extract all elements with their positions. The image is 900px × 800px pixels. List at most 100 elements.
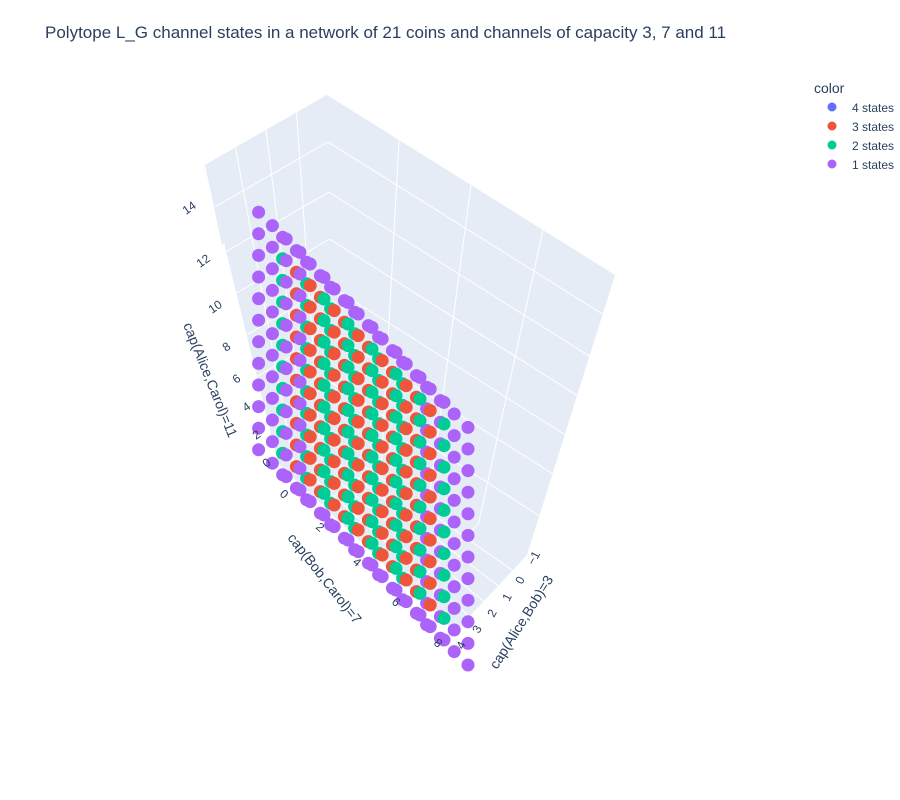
data-point	[375, 570, 389, 584]
data-point	[365, 536, 379, 550]
data-point	[447, 580, 461, 594]
data-point	[303, 451, 317, 465]
data-point	[413, 457, 427, 471]
data-point	[413, 586, 427, 600]
z-axis-title: cap(Alice,Carol)=11	[180, 320, 241, 440]
data-point	[447, 623, 461, 637]
data-point	[375, 354, 389, 368]
data-point	[461, 528, 475, 542]
data-point	[279, 383, 293, 397]
data-point	[423, 555, 437, 569]
data-point	[317, 314, 331, 328]
data-point	[327, 476, 341, 490]
data-point	[437, 417, 451, 431]
data-point	[375, 505, 389, 519]
data-point	[399, 508, 413, 522]
data-point	[317, 292, 331, 306]
data-point	[341, 403, 355, 417]
data-point	[365, 342, 379, 356]
data-point	[341, 490, 355, 504]
data-point	[375, 462, 389, 476]
data-point	[252, 292, 266, 306]
data-point	[447, 450, 461, 464]
data-point	[327, 520, 341, 534]
data-point	[317, 486, 331, 500]
data-point	[252, 313, 266, 327]
data-point	[461, 550, 475, 564]
data-point	[399, 530, 413, 544]
x-tick-label: 3	[469, 623, 485, 636]
data-point	[252, 400, 266, 414]
data-point	[293, 375, 307, 389]
data-point	[365, 428, 379, 442]
data-point	[293, 289, 307, 303]
data-point	[461, 572, 475, 586]
data-point	[365, 385, 379, 399]
data-point	[279, 470, 293, 484]
legend-item-3-states[interactable]: 3 states	[827, 120, 895, 134]
data-point	[399, 573, 413, 587]
data-point	[461, 658, 475, 672]
data-point	[423, 620, 437, 634]
data-point	[423, 533, 437, 547]
data-point	[365, 450, 379, 464]
data-point	[293, 418, 307, 432]
data-point	[389, 410, 403, 424]
legend-item-2-states[interactable]: 2 states	[827, 139, 895, 153]
data-point	[399, 379, 413, 393]
data-point	[447, 645, 461, 659]
data-point	[265, 370, 279, 384]
data-point	[327, 347, 341, 361]
data-point	[252, 443, 266, 457]
data-point	[389, 389, 403, 403]
data-point	[423, 468, 437, 482]
data-point	[341, 295, 355, 309]
data-point	[341, 360, 355, 374]
legend: color 4 states 3 states 2 states 1 state…	[814, 80, 894, 172]
data-point	[365, 320, 379, 334]
data-point	[447, 407, 461, 421]
data-point	[327, 412, 341, 426]
data-point	[365, 493, 379, 507]
data-point	[389, 583, 403, 597]
data-point	[447, 537, 461, 551]
data-point	[399, 465, 413, 479]
data-point	[365, 472, 379, 486]
data-point	[423, 576, 437, 590]
data-point	[437, 503, 451, 517]
data-point	[413, 370, 427, 384]
data-point	[389, 540, 403, 554]
data-point	[317, 378, 331, 392]
gridline	[478, 229, 544, 524]
data-point	[341, 468, 355, 482]
data-point	[365, 407, 379, 421]
legend-label: 1 states	[852, 158, 894, 172]
legend-item-4-states[interactable]: 4 states	[827, 101, 895, 115]
data-point	[265, 219, 279, 233]
data-point	[437, 395, 451, 409]
legend-item-1-states[interactable]: 1 states	[827, 158, 895, 172]
data-point	[303, 387, 317, 401]
data-point	[413, 435, 427, 449]
data-point	[327, 390, 341, 404]
z-tick-label: 4	[240, 399, 254, 414]
data-point	[265, 262, 279, 276]
data-point	[375, 397, 389, 411]
data-point	[351, 350, 365, 364]
data-point	[265, 413, 279, 427]
data-point	[447, 472, 461, 486]
data-point	[252, 378, 266, 392]
data-point	[375, 483, 389, 497]
data-point	[461, 464, 475, 478]
data-point	[265, 435, 279, 449]
data-point	[341, 447, 355, 461]
data-point	[252, 227, 266, 241]
data-point	[265, 283, 279, 297]
data-point	[351, 415, 365, 429]
data-point	[293, 440, 307, 454]
data-point	[327, 304, 341, 318]
data-point	[317, 270, 331, 284]
data-point	[413, 500, 427, 514]
data-point	[375, 548, 389, 562]
